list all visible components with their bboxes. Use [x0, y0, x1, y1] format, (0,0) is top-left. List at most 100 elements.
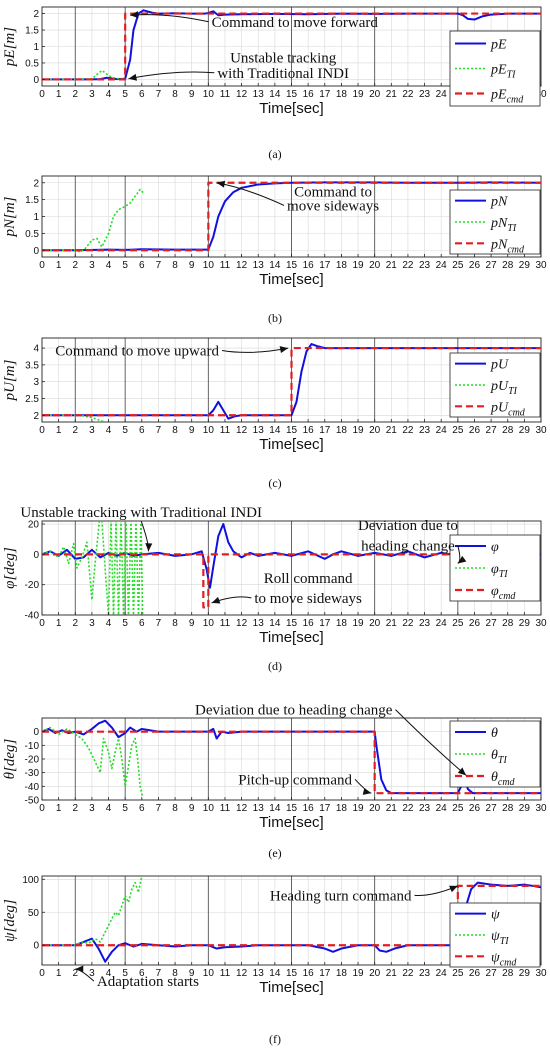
x-tick-label: 13 — [253, 618, 265, 629]
x-tick-label: 19 — [352, 260, 364, 271]
legend: pE pETI pEcmd — [449, 30, 541, 107]
x-tick-label: 14 — [269, 803, 281, 814]
legend-entry-command: pNcmd — [490, 237, 525, 255]
x-tick-label: 22 — [402, 618, 414, 629]
legend-entry-actual: pU — [490, 358, 509, 373]
legend-entry-traditional: pUTI — [490, 379, 518, 397]
x-tick-label: 23 — [419, 803, 431, 814]
x-tick-label: 8 — [172, 618, 178, 629]
panel-3: 0 1 2 3 4 5 6 7 8 9 10 11 12 13 14 15 16 17 18 19 20 21 22 23 24… — [2, 337, 547, 490]
x-tick-label: 12 — [236, 425, 248, 436]
x-tick-label: 25 — [452, 425, 464, 436]
y-tick-label: -40 — [25, 611, 40, 622]
x-axis-label: Time[sec] — [259, 436, 323, 453]
legend: pU pUTI pUcmd — [449, 352, 541, 418]
annotation-text: Unstable tracking — [230, 50, 337, 66]
legend: ψ ψTI ψcmd — [449, 902, 541, 968]
x-tick-label: 1 — [56, 260, 62, 271]
legend-entry-command: θcmd — [491, 770, 516, 788]
x-tick-label: 17 — [319, 618, 331, 629]
x-tick-label: 28 — [502, 260, 514, 271]
x-tick-label: 17 — [319, 260, 331, 271]
panel-1: 0 1 2 3 4 5 6 7 8 9 10 11 12 13 14 15 16 17 18 19 20 21 22 23 24… — [2, 6, 547, 161]
x-tick-label: 11 — [220, 260, 231, 271]
x-tick-label: 7 — [156, 618, 162, 629]
y-tick-label: 2.5 — [25, 394, 39, 405]
x-axis-label: Time[sec] — [259, 814, 323, 831]
x-tick-label: 30 — [535, 89, 547, 100]
x-tick-label: 30 — [535, 968, 547, 979]
series-command — [42, 346, 541, 417]
annotation-text: Adaptation starts — [97, 974, 199, 990]
y-tick-label: 1 — [33, 42, 39, 53]
x-tick-label: 14 — [269, 260, 281, 271]
panel-caption: (b) — [268, 311, 282, 325]
x-tick-label: 8 — [172, 803, 178, 814]
x-tick-label: 25 — [452, 260, 464, 271]
y-tick-label: 1.5 — [25, 26, 39, 37]
legend-entry-traditional: pETI — [490, 63, 516, 81]
x-tick-label: 23 — [419, 618, 431, 629]
panel-6: 0 1 2 3 4 5 6 7 8 9 10 11 12 13 14 15 16 17 18 19 20 21 22 23 24… — [2, 875, 547, 1046]
y-tick-label: 2 — [33, 178, 39, 189]
y-tick-label: 0.5 — [25, 229, 39, 240]
y-tick-label: 100 — [22, 875, 39, 886]
x-tick-label: 8 — [172, 425, 178, 436]
annotation-text: Command to — [294, 184, 372, 200]
x-tick-label: 10 — [203, 260, 215, 271]
x-axis-label: Time[sec] — [259, 100, 323, 117]
series-traditional — [42, 521, 144, 615]
panel-caption: (f) — [269, 1032, 281, 1046]
x-tick-label: 14 — [269, 618, 281, 629]
y-axis-label: φ[deg] — [2, 547, 18, 589]
annotation-arrowhead — [457, 555, 467, 564]
x-tick-label: 30 — [535, 618, 547, 629]
x-tick-label: 21 — [386, 425, 398, 436]
series-command — [42, 12, 541, 81]
x-tick-label: 9 — [189, 425, 195, 436]
y-axis-label: θ[deg] — [2, 738, 18, 779]
x-tick-label: 5 — [122, 260, 128, 271]
x-tick-label: 18 — [336, 618, 348, 629]
x-tick-label: 13 — [253, 425, 265, 436]
x-tick-label: 14 — [269, 89, 281, 100]
x-tick-label: 27 — [486, 618, 498, 629]
y-axis-label: pN[m] — [2, 196, 18, 237]
x-tick-label: 6 — [139, 968, 145, 979]
x-tick-label: 21 — [386, 803, 398, 814]
annotation-arrowhead — [279, 346, 289, 354]
x-tick-label: 1 — [56, 968, 62, 979]
x-tick-label: 7 — [156, 89, 162, 100]
legend-entry-actual: pE — [490, 38, 507, 53]
x-tick-label: 2 — [72, 425, 78, 436]
series-command — [42, 553, 541, 609]
x-tick-label: 20 — [369, 425, 381, 436]
annotation-arrow — [128, 71, 215, 80]
x-tick-label: 29 — [519, 425, 531, 436]
x-tick-label: 13 — [253, 260, 265, 271]
x-tick-label: 21 — [386, 968, 398, 979]
y-tick-label: 0 — [33, 727, 39, 738]
x-tick-label: 23 — [419, 260, 431, 271]
y-tick-label: 20 — [28, 520, 40, 531]
x-tick-label: 6 — [139, 803, 145, 814]
x-tick-label: 12 — [236, 89, 248, 100]
x-tick-label: 19 — [352, 425, 364, 436]
x-tick-label: 16 — [303, 89, 315, 100]
x-tick-label: 28 — [502, 803, 514, 814]
legend-entry-command: pUcmd — [490, 400, 526, 418]
x-tick-label: 20 — [369, 260, 381, 271]
x-tick-label: 9 — [189, 618, 195, 629]
x-tick-label: 20 — [369, 803, 381, 814]
series-command — [42, 730, 541, 795]
x-tick-label: 24 — [436, 425, 448, 436]
x-tick-label: 16 — [303, 425, 315, 436]
panel-caption: (d) — [268, 659, 282, 673]
x-tick-label: 11 — [220, 89, 231, 100]
x-tick-label: 26 — [469, 260, 481, 271]
x-tick-label: 15 — [286, 618, 298, 629]
x-tick-label: 10 — [203, 803, 215, 814]
y-tick-label: -10 — [25, 741, 40, 752]
x-tick-label: 20 — [369, 89, 381, 100]
y-tick-label: 0 — [33, 941, 39, 952]
